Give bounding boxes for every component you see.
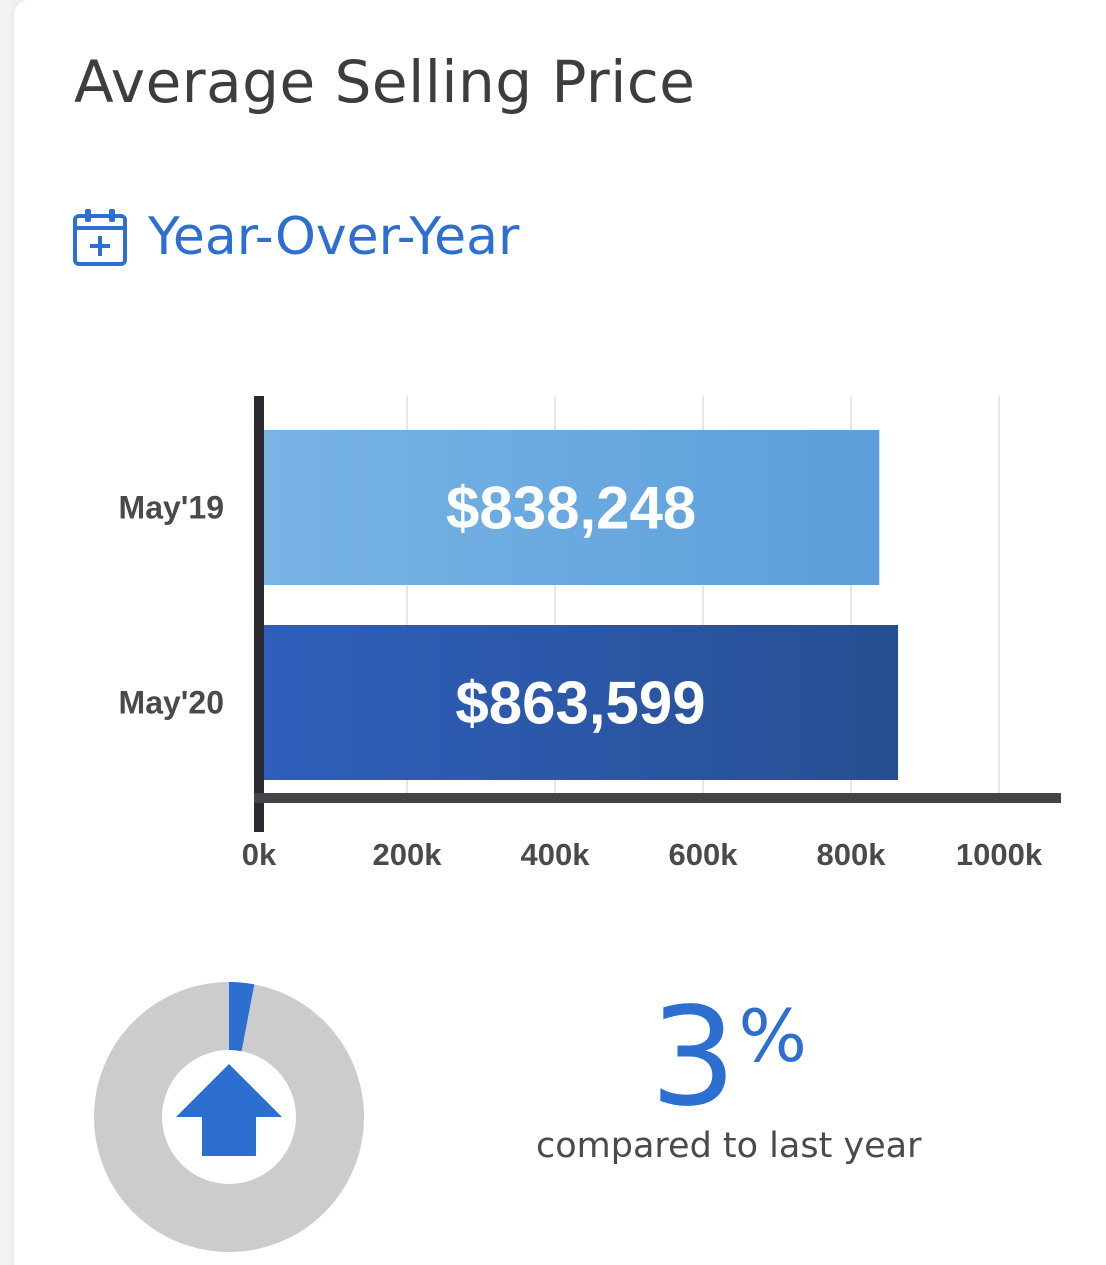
- arrow-up-icon: [176, 1064, 282, 1156]
- donut-change-segment: [229, 982, 255, 1052]
- category-labels: May'19 May'20: [119, 490, 224, 721]
- y-axis-line: [254, 396, 264, 832]
- comparison-caption: compared to last year: [536, 1126, 922, 1166]
- bar-chart: $838,248 $863,599 0k 200k 400k 600k 800k 1000k…: [119, 396, 1061, 872]
- category-label: May'20: [119, 685, 224, 721]
- axes: [254, 396, 1061, 832]
- page-title: Average Selling Price: [74, 48, 696, 116]
- x-tick-label: 200k: [373, 837, 443, 872]
- average-selling-price-card: Average Selling Price Year-Over-Year $83…: [14, 0, 1106, 1265]
- bar-data-label: $863,599: [455, 670, 705, 737]
- calendar-plus-icon: [73, 209, 127, 266]
- x-tick-label: 800k: [817, 837, 887, 872]
- change-percent: 3%: [650, 990, 807, 1126]
- bar-1: [263, 625, 899, 780]
- change-donut: [94, 982, 364, 1252]
- subtitle-row: Year-Over-Year: [72, 202, 519, 272]
- chart-subtitle: Year-Over-Year: [148, 207, 520, 267]
- x-tick-labels: 0k 200k 400k 600k 800k 1000k: [242, 837, 1043, 872]
- bar-data-labels: $838,248 $863,599: [446, 475, 706, 737]
- percent-sign: %: [738, 994, 807, 1078]
- x-tick-label: 400k: [521, 837, 591, 872]
- bars: [263, 430, 899, 780]
- x-axis-line: [254, 793, 1061, 803]
- bar-0: [263, 430, 880, 585]
- x-tick-label: 0k: [242, 837, 277, 872]
- x-tick-label: 1000k: [956, 837, 1043, 872]
- bar-data-label: $838,248: [446, 475, 696, 542]
- change-percent-value: 3: [650, 979, 737, 1137]
- x-tick-label: 600k: [669, 837, 739, 872]
- category-label: May'19: [119, 490, 224, 526]
